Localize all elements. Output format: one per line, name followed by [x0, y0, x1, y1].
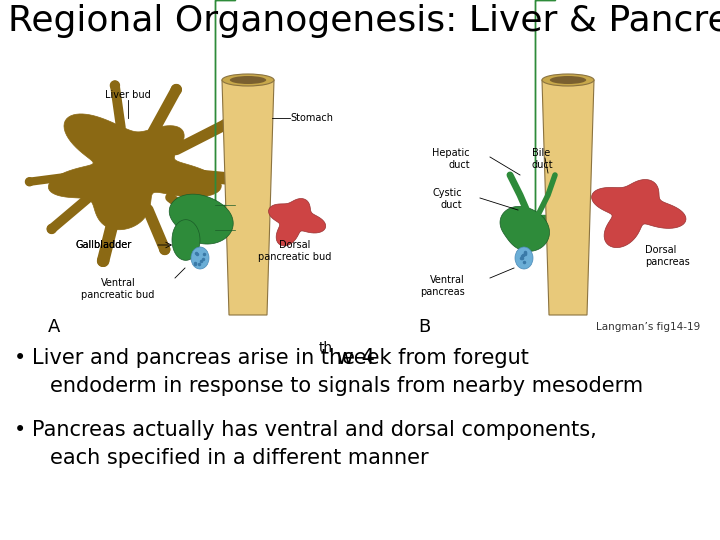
Ellipse shape	[542, 74, 594, 86]
Text: Dorsal
pancreas: Dorsal pancreas	[645, 245, 690, 267]
Polygon shape	[500, 206, 549, 251]
Text: Ventral
pancreatic bud: Ventral pancreatic bud	[81, 278, 155, 300]
Text: Regional Organogenesis: Liver & Pancreas: Regional Organogenesis: Liver & Pancreas	[8, 4, 720, 38]
Text: Liver bud: Liver bud	[105, 90, 151, 100]
Text: Hepatic
duct: Hepatic duct	[433, 148, 470, 170]
Text: Ventral
pancreas: Ventral pancreas	[420, 275, 465, 296]
Text: Pancreas actually has ventral and dorsal components,: Pancreas actually has ventral and dorsal…	[32, 420, 597, 440]
Polygon shape	[222, 80, 274, 315]
Ellipse shape	[222, 74, 274, 86]
Circle shape	[238, 174, 249, 186]
Text: each specified in a different manner: each specified in a different manner	[50, 448, 428, 468]
Circle shape	[221, 119, 231, 130]
Polygon shape	[48, 114, 221, 230]
Text: Gallbladder: Gallbladder	[75, 240, 131, 250]
Text: Stomach: Stomach	[290, 113, 333, 123]
Text: th: th	[319, 341, 333, 355]
Text: Cystic
duct: Cystic duct	[433, 188, 462, 210]
Ellipse shape	[230, 76, 266, 84]
Text: Gallbladder: Gallbladder	[75, 240, 131, 250]
Text: A: A	[48, 318, 60, 336]
Text: •: •	[14, 348, 26, 368]
Text: B: B	[418, 318, 431, 336]
Circle shape	[171, 85, 181, 94]
Polygon shape	[172, 220, 200, 260]
Text: Liver and pancreas arise in the 4: Liver and pancreas arise in the 4	[32, 348, 375, 368]
Text: Bile
duct: Bile duct	[532, 148, 554, 170]
Circle shape	[25, 178, 34, 186]
Text: endoderm in response to signals from nearby mesoderm: endoderm in response to signals from nea…	[50, 376, 643, 396]
Text: Langman’s fig14-19: Langman’s fig14-19	[595, 322, 700, 332]
Text: Dorsal
pancreatic bud: Dorsal pancreatic bud	[258, 240, 332, 261]
Polygon shape	[542, 80, 594, 315]
Circle shape	[110, 81, 120, 90]
Polygon shape	[169, 194, 233, 244]
Ellipse shape	[515, 247, 533, 269]
Circle shape	[160, 245, 170, 254]
Ellipse shape	[550, 76, 586, 84]
Circle shape	[98, 255, 109, 266]
Circle shape	[48, 225, 56, 233]
Polygon shape	[592, 179, 686, 248]
Circle shape	[205, 224, 214, 233]
Polygon shape	[269, 199, 325, 246]
Text: •: •	[14, 420, 26, 440]
Text: week from foregut: week from foregut	[330, 348, 529, 368]
Ellipse shape	[191, 247, 209, 269]
